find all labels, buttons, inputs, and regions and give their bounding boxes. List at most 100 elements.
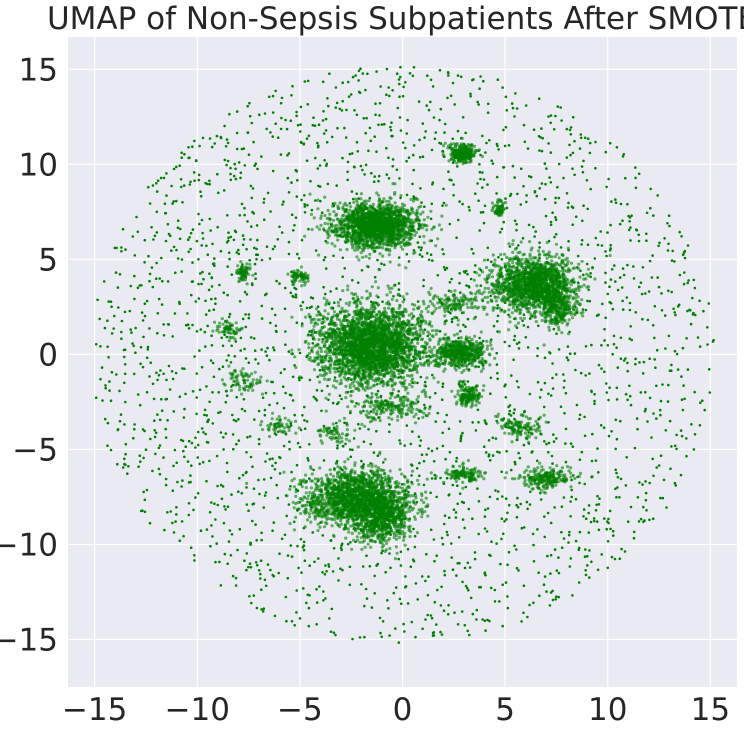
scatter-point	[496, 78, 500, 81]
scatter-point	[341, 81, 345, 84]
scatter-point	[495, 363, 499, 366]
scatter-point	[509, 192, 513, 196]
scatter-point	[431, 85, 435, 88]
scatter-point	[350, 356, 354, 360]
scatter-point	[183, 367, 186, 371]
scatter-point	[587, 504, 591, 507]
scatter-point	[205, 385, 208, 388]
scatter-point	[183, 407, 186, 411]
scatter-point	[189, 474, 192, 477]
scatter-point	[662, 478, 666, 482]
scatter-point	[405, 193, 409, 197]
scatter-point	[355, 302, 359, 306]
scatter-point	[423, 136, 426, 139]
scatter-point	[597, 528, 601, 532]
scatter-point	[500, 258, 504, 261]
scatter-point	[466, 629, 470, 633]
scatter-point	[494, 437, 498, 440]
scatter-point	[249, 184, 253, 188]
scatter-point	[148, 202, 152, 205]
scatter-point	[659, 399, 663, 403]
scatter-point	[203, 413, 206, 417]
scatter-point	[120, 337, 123, 341]
scatter-point	[390, 384, 394, 388]
scatter-point	[305, 159, 309, 162]
scatter-point	[383, 372, 387, 377]
scatter-point	[344, 318, 348, 323]
scatter-point	[429, 491, 432, 495]
scatter-point	[421, 329, 425, 333]
scatter-point	[483, 204, 487, 208]
scatter-point	[548, 604, 552, 607]
scatter-point	[593, 393, 596, 396]
scatter-point	[174, 271, 177, 275]
scatter-point	[584, 548, 587, 551]
scatter-point	[330, 315, 334, 319]
scatter-point	[426, 74, 429, 77]
scatter-point	[278, 455, 281, 459]
scatter-point	[180, 185, 183, 189]
scatter-point	[555, 569, 559, 572]
scatter-point	[673, 311, 676, 314]
scatter-point	[427, 323, 431, 327]
scatter-point	[300, 198, 303, 202]
scatter-point	[209, 359, 213, 362]
scatter-point	[569, 557, 573, 560]
scatter-point	[364, 319, 368, 323]
scatter-point	[203, 330, 207, 334]
scatter-point	[564, 442, 567, 445]
scatter-point	[648, 396, 652, 400]
scatter-point	[108, 380, 111, 383]
scatter-point	[143, 498, 147, 502]
scatter-point	[326, 97, 329, 100]
scatter-point	[477, 365, 481, 369]
scatter-point	[122, 348, 126, 352]
scatter-point	[578, 413, 582, 417]
scatter-point	[581, 308, 585, 311]
scatter-point	[670, 290, 673, 294]
scatter-point	[664, 429, 668, 432]
scatter-point	[329, 322, 333, 326]
scatter-point	[162, 456, 165, 459]
scatter-point	[266, 563, 270, 566]
scatter-point	[329, 290, 332, 293]
scatter-point	[430, 449, 434, 453]
scatter-point	[667, 289, 670, 293]
scatter-point	[571, 115, 575, 119]
scatter-point	[210, 276, 214, 280]
scatter-point	[412, 66, 416, 69]
scatter-point	[370, 171, 373, 175]
scatter-point	[439, 630, 442, 634]
scatter-point	[432, 460, 436, 463]
scatter-point	[467, 285, 471, 289]
scatter-point	[237, 161, 241, 164]
scatter-point	[157, 446, 161, 450]
scatter-point	[543, 162, 547, 165]
scatter-point	[554, 595, 558, 598]
scatter-point	[121, 227, 125, 231]
scatter-point	[156, 378, 159, 382]
scatter-point	[428, 396, 432, 399]
scatter-point	[201, 460, 205, 464]
scatter-point	[398, 82, 401, 86]
scatter-point	[515, 342, 519, 346]
scatter-point	[355, 192, 359, 195]
scatter-point	[324, 292, 327, 296]
scatter-point	[334, 86, 338, 89]
scatter-point	[597, 363, 601, 367]
scatter-point	[584, 517, 588, 520]
scatter-point	[559, 405, 563, 409]
scatter-point	[479, 177, 482, 181]
scatter-point	[547, 392, 550, 396]
scatter-point	[334, 106, 338, 109]
scatter-point	[623, 550, 627, 553]
scatter-point	[390, 134, 393, 138]
scatter-point	[101, 399, 104, 402]
scatter-point	[155, 261, 158, 265]
scatter-point	[379, 85, 382, 88]
scatter-point	[421, 627, 424, 631]
scatter-point	[319, 358, 323, 362]
scatter-point	[251, 519, 254, 523]
scatter-point	[351, 448, 354, 452]
scatter-point	[333, 370, 337, 374]
